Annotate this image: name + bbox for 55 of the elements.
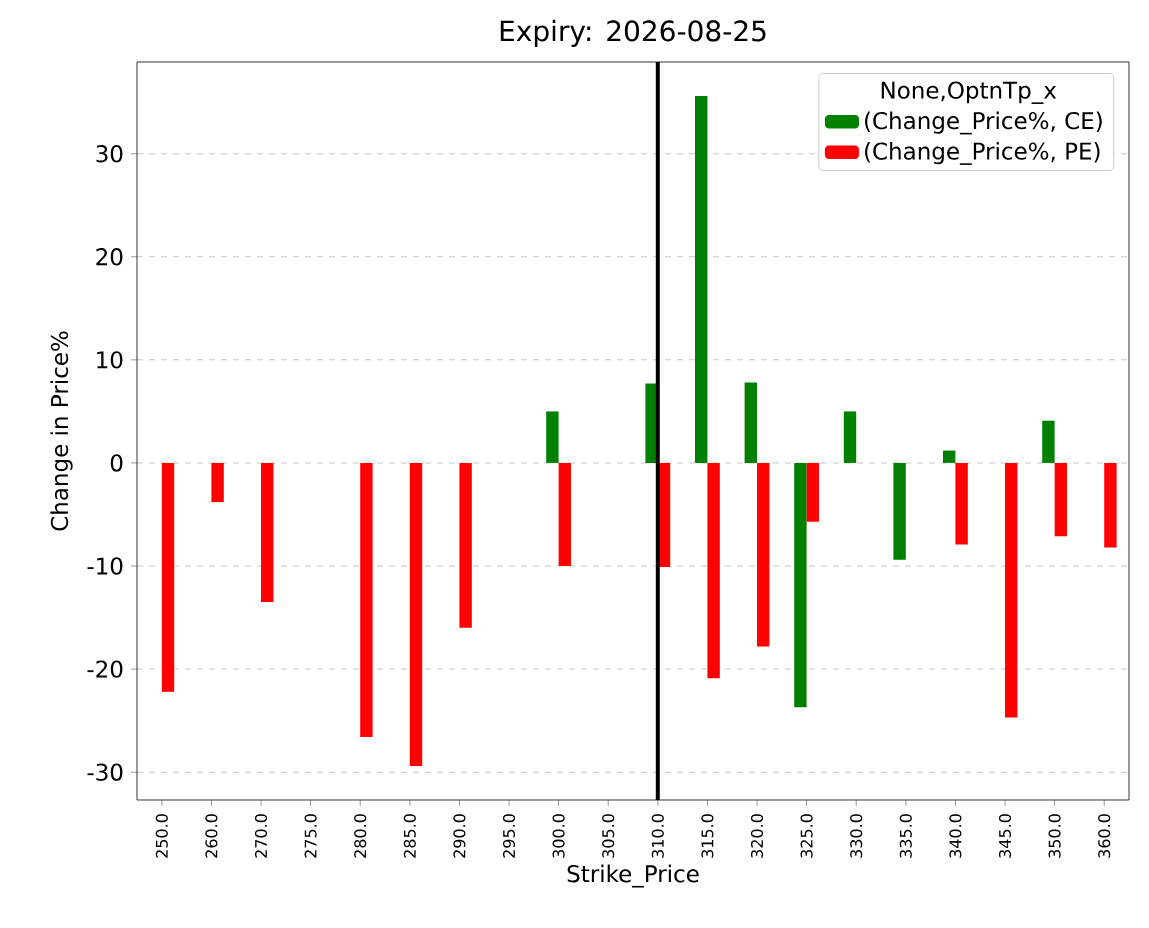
legend-title: None,OptnTp_x (881, 81, 1057, 104)
y-axis-title: Change in Price% (50, 331, 73, 531)
bar (546, 411, 559, 463)
bar (1104, 462, 1117, 548)
bar (558, 462, 572, 567)
y-tick-label: 10 (97, 351, 123, 369)
x-tick-label: 260.0 (205, 814, 218, 858)
bar (261, 462, 274, 603)
bar (943, 450, 956, 463)
y-tick-label: -30 (87, 763, 123, 781)
x-tick-label: 350.0 (1048, 814, 1061, 858)
bar (409, 462, 423, 766)
y-tick-label: 20 (96, 248, 123, 266)
x-tick-label: 325.0 (800, 814, 813, 858)
x-tick-label: 340.0 (949, 814, 962, 858)
bar (893, 462, 906, 560)
x-axis-title: Strike_Price (567, 864, 699, 888)
bar (695, 96, 708, 463)
bar (459, 462, 472, 628)
x-tick-label: 360.0 (1098, 814, 1111, 858)
x-tick-label: 290.0 (453, 814, 466, 858)
y-tick-label: 0 (110, 454, 123, 472)
y-tick-label: -10 (87, 557, 123, 575)
bar (1042, 420, 1055, 463)
bar (360, 462, 373, 738)
x-tick-label: 310.0 (651, 814, 664, 858)
bar (1054, 462, 1068, 537)
x-tick-label: 280.0 (354, 814, 367, 858)
x-tick-label: 275.0 (304, 814, 317, 858)
x-tick-label: 335.0 (899, 814, 912, 858)
bar (744, 382, 758, 463)
x-tick-label: 270.0 (254, 814, 268, 858)
x-tick-label: 285.0 (403, 814, 416, 858)
bar (1005, 462, 1018, 718)
bar (757, 462, 770, 647)
x-tick-label: 345.0 (998, 814, 1012, 858)
bar (806, 462, 820, 522)
x-tick-label: 320.0 (750, 814, 764, 858)
x-tick-label: 305.0 (602, 814, 615, 858)
x-tick-label: 250.0 (155, 814, 168, 858)
bar (843, 411, 857, 463)
x-tick-label: 315.0 (701, 814, 714, 858)
bar (161, 462, 175, 692)
chart-title: Expiry: 2026-08-25 (500, 19, 766, 47)
bar (211, 462, 224, 503)
x-tick-label: 300.0 (552, 814, 565, 858)
y-tick-label: 30 (96, 145, 123, 163)
legend-label: (Change_Price%, PE) (865, 142, 1100, 165)
x-tick-label: 330.0 (850, 814, 863, 858)
bar (955, 462, 968, 545)
bar (794, 462, 807, 708)
x-tick-label: 295.0 (502, 814, 516, 858)
y-tick-label: -20 (87, 660, 123, 678)
legend-label: (Change_Price%, CE) (865, 111, 1102, 135)
bar (707, 462, 720, 679)
